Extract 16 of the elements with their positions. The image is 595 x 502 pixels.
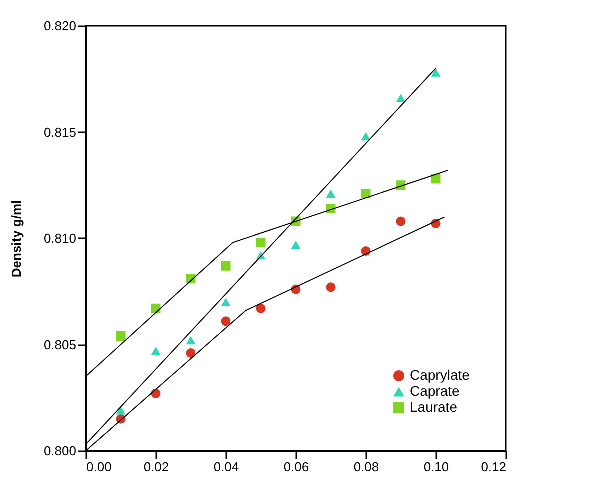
legend-label: Laurate — [410, 399, 458, 415]
y-tick-label: 0.820 — [44, 18, 76, 34]
x-tick-label: 0.10 — [424, 460, 450, 474]
y-tick-label: 0.815 — [44, 124, 76, 140]
x-tick-label: 0.00 — [86, 460, 112, 474]
x-tick-label: 0.04 — [214, 460, 240, 474]
y-tick-label: 0.800 — [44, 444, 76, 458]
y-tick-label: 0.810 — [44, 231, 76, 246]
y-tick-label: 0.805 — [44, 337, 76, 352]
y-axis-title: Density g/ml — [8, 200, 24, 278]
legend-label: Caprylate — [410, 367, 470, 383]
legend-label: Caprate — [410, 383, 460, 399]
x-tick-label: 0.02 — [144, 460, 170, 474]
x-tick-label: 0.08 — [354, 460, 380, 474]
x-tick-label: 0.12 — [481, 460, 506, 474]
x-tick-label: 0.06 — [284, 460, 310, 474]
